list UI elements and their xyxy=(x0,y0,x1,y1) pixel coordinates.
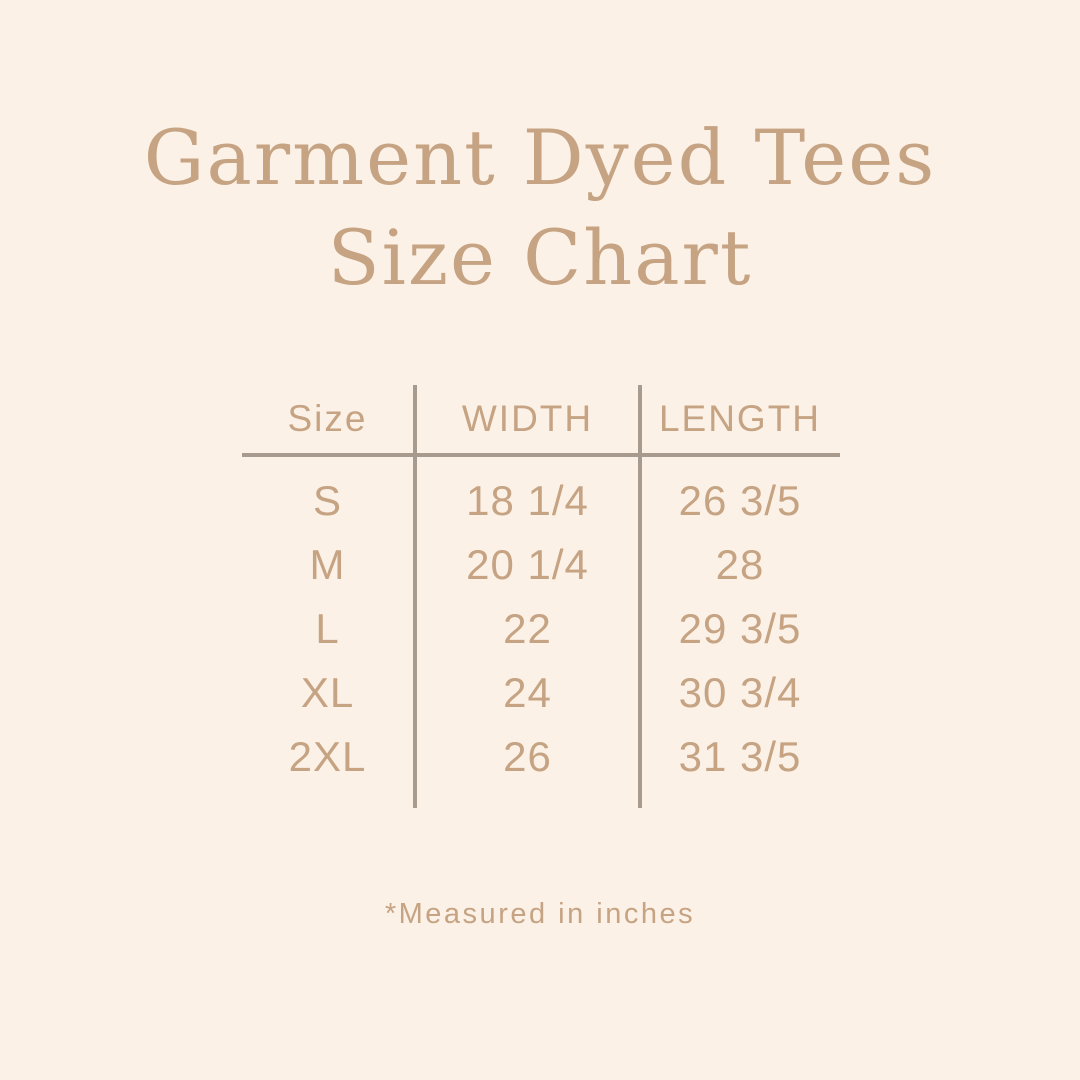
width-cell: 24 xyxy=(503,669,552,716)
column-header-width: WIDTH xyxy=(461,398,594,439)
width-cell: 26 xyxy=(503,733,552,780)
size-cell: L xyxy=(315,605,340,652)
header-divider-line xyxy=(242,453,840,457)
length-cell: 28 xyxy=(715,541,765,588)
size-cell: S xyxy=(312,477,342,524)
page-title-line1: Garment Dyed Tees xyxy=(143,113,937,202)
width-cell: 18 1/4 xyxy=(466,477,589,524)
size-cell: 2XL xyxy=(288,733,367,780)
column-header-length: LENGTH xyxy=(658,398,822,439)
table-row: S 18 1/4 26 3/5 xyxy=(240,469,840,533)
size-cell: M xyxy=(309,541,346,588)
length-cell: 30 3/4 xyxy=(678,669,802,716)
table-row: L 22 29 3/5 xyxy=(240,597,840,661)
width-cell: 20 1/4 xyxy=(466,541,589,588)
size-chart-table: Size WIDTH LENGTH S 18 1/4 26 3/5 M 20 1… xyxy=(240,385,840,808)
column-header-size: Size xyxy=(287,398,368,439)
size-cell: XL xyxy=(300,669,355,716)
measurement-footnote: *Measured in inches xyxy=(384,898,696,930)
table-row: M 20 1/4 28 xyxy=(240,533,840,597)
table-row: 2XL 26 31 3/5 xyxy=(240,725,840,789)
table-body: S 18 1/4 26 3/5 M 20 1/4 28 L 22 29 3/5 … xyxy=(240,457,840,789)
page-title: Garment Dyed Tees Size Chart xyxy=(0,108,1080,308)
column-divider-width-length xyxy=(638,385,642,808)
page-title-line2: Size Chart xyxy=(327,213,753,302)
length-cell: 29 3/5 xyxy=(678,605,802,652)
column-divider-size-width xyxy=(413,385,417,808)
table-header-row: Size WIDTH LENGTH xyxy=(240,385,840,453)
width-cell: 22 xyxy=(503,605,552,652)
table-row: XL 24 30 3/4 xyxy=(240,661,840,725)
length-cell: 26 3/5 xyxy=(678,477,802,524)
length-cell: 31 3/5 xyxy=(678,733,802,780)
